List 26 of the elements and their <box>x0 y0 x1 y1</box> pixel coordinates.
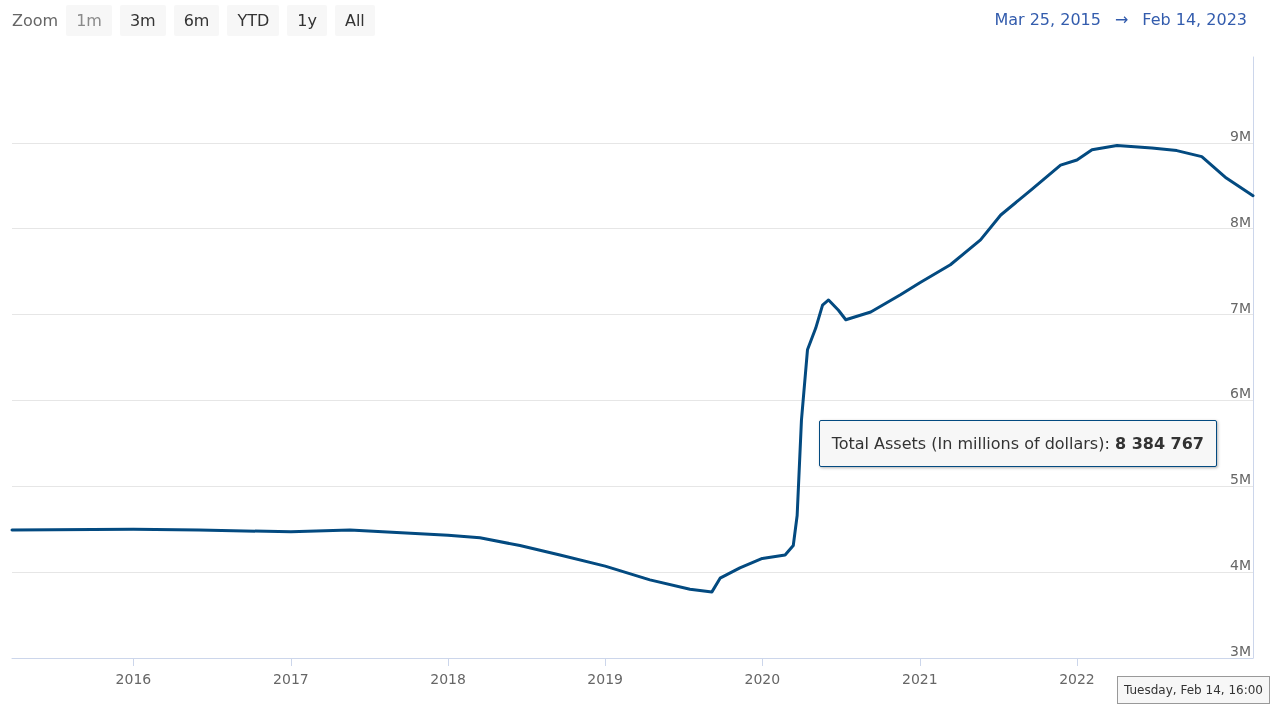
text: 3m <box>119 5 166 36</box>
y-tick-label: 7M <box>1230 299 1251 316</box>
text: 1y <box>287 5 327 36</box>
annotation: Total Assets (In millions of dollars): 8 384 767 <box>818 420 1217 467</box>
x-tick-label: 2020 <box>744 671 781 687</box>
y-tick-label: 8M <box>1230 213 1251 230</box>
text: Tuesday, Feb 14, 16:00 <box>1117 676 1270 704</box>
y-tick-label: 3M <box>1230 643 1251 659</box>
x-tick-label: 2022 <box>1059 671 1095 687</box>
x-tick-label: 2018 <box>430 671 466 687</box>
x-tick-label: 2021 <box>902 671 938 687</box>
y-tick-label: 5M <box>1230 471 1251 488</box>
y-tick-label: 9M <box>1230 127 1251 144</box>
x-tick-label: 2017 <box>273 671 309 687</box>
x-tick-label: 2016 <box>115 671 152 687</box>
text: → <box>1114 10 1129 29</box>
x-tick-label: 2019 <box>587 671 623 687</box>
text: Zoom <box>12 11 59 30</box>
y-tick-label: 6M <box>1230 385 1251 402</box>
text: 1m <box>66 5 112 36</box>
text: Mar 25, 2015 <box>994 10 1101 29</box>
y-tick-label: 4M <box>1230 557 1251 574</box>
text: All <box>334 5 375 36</box>
text: YTD <box>227 5 280 36</box>
text: 6m <box>173 5 220 36</box>
text: Feb 14, 2023 <box>1142 10 1247 29</box>
